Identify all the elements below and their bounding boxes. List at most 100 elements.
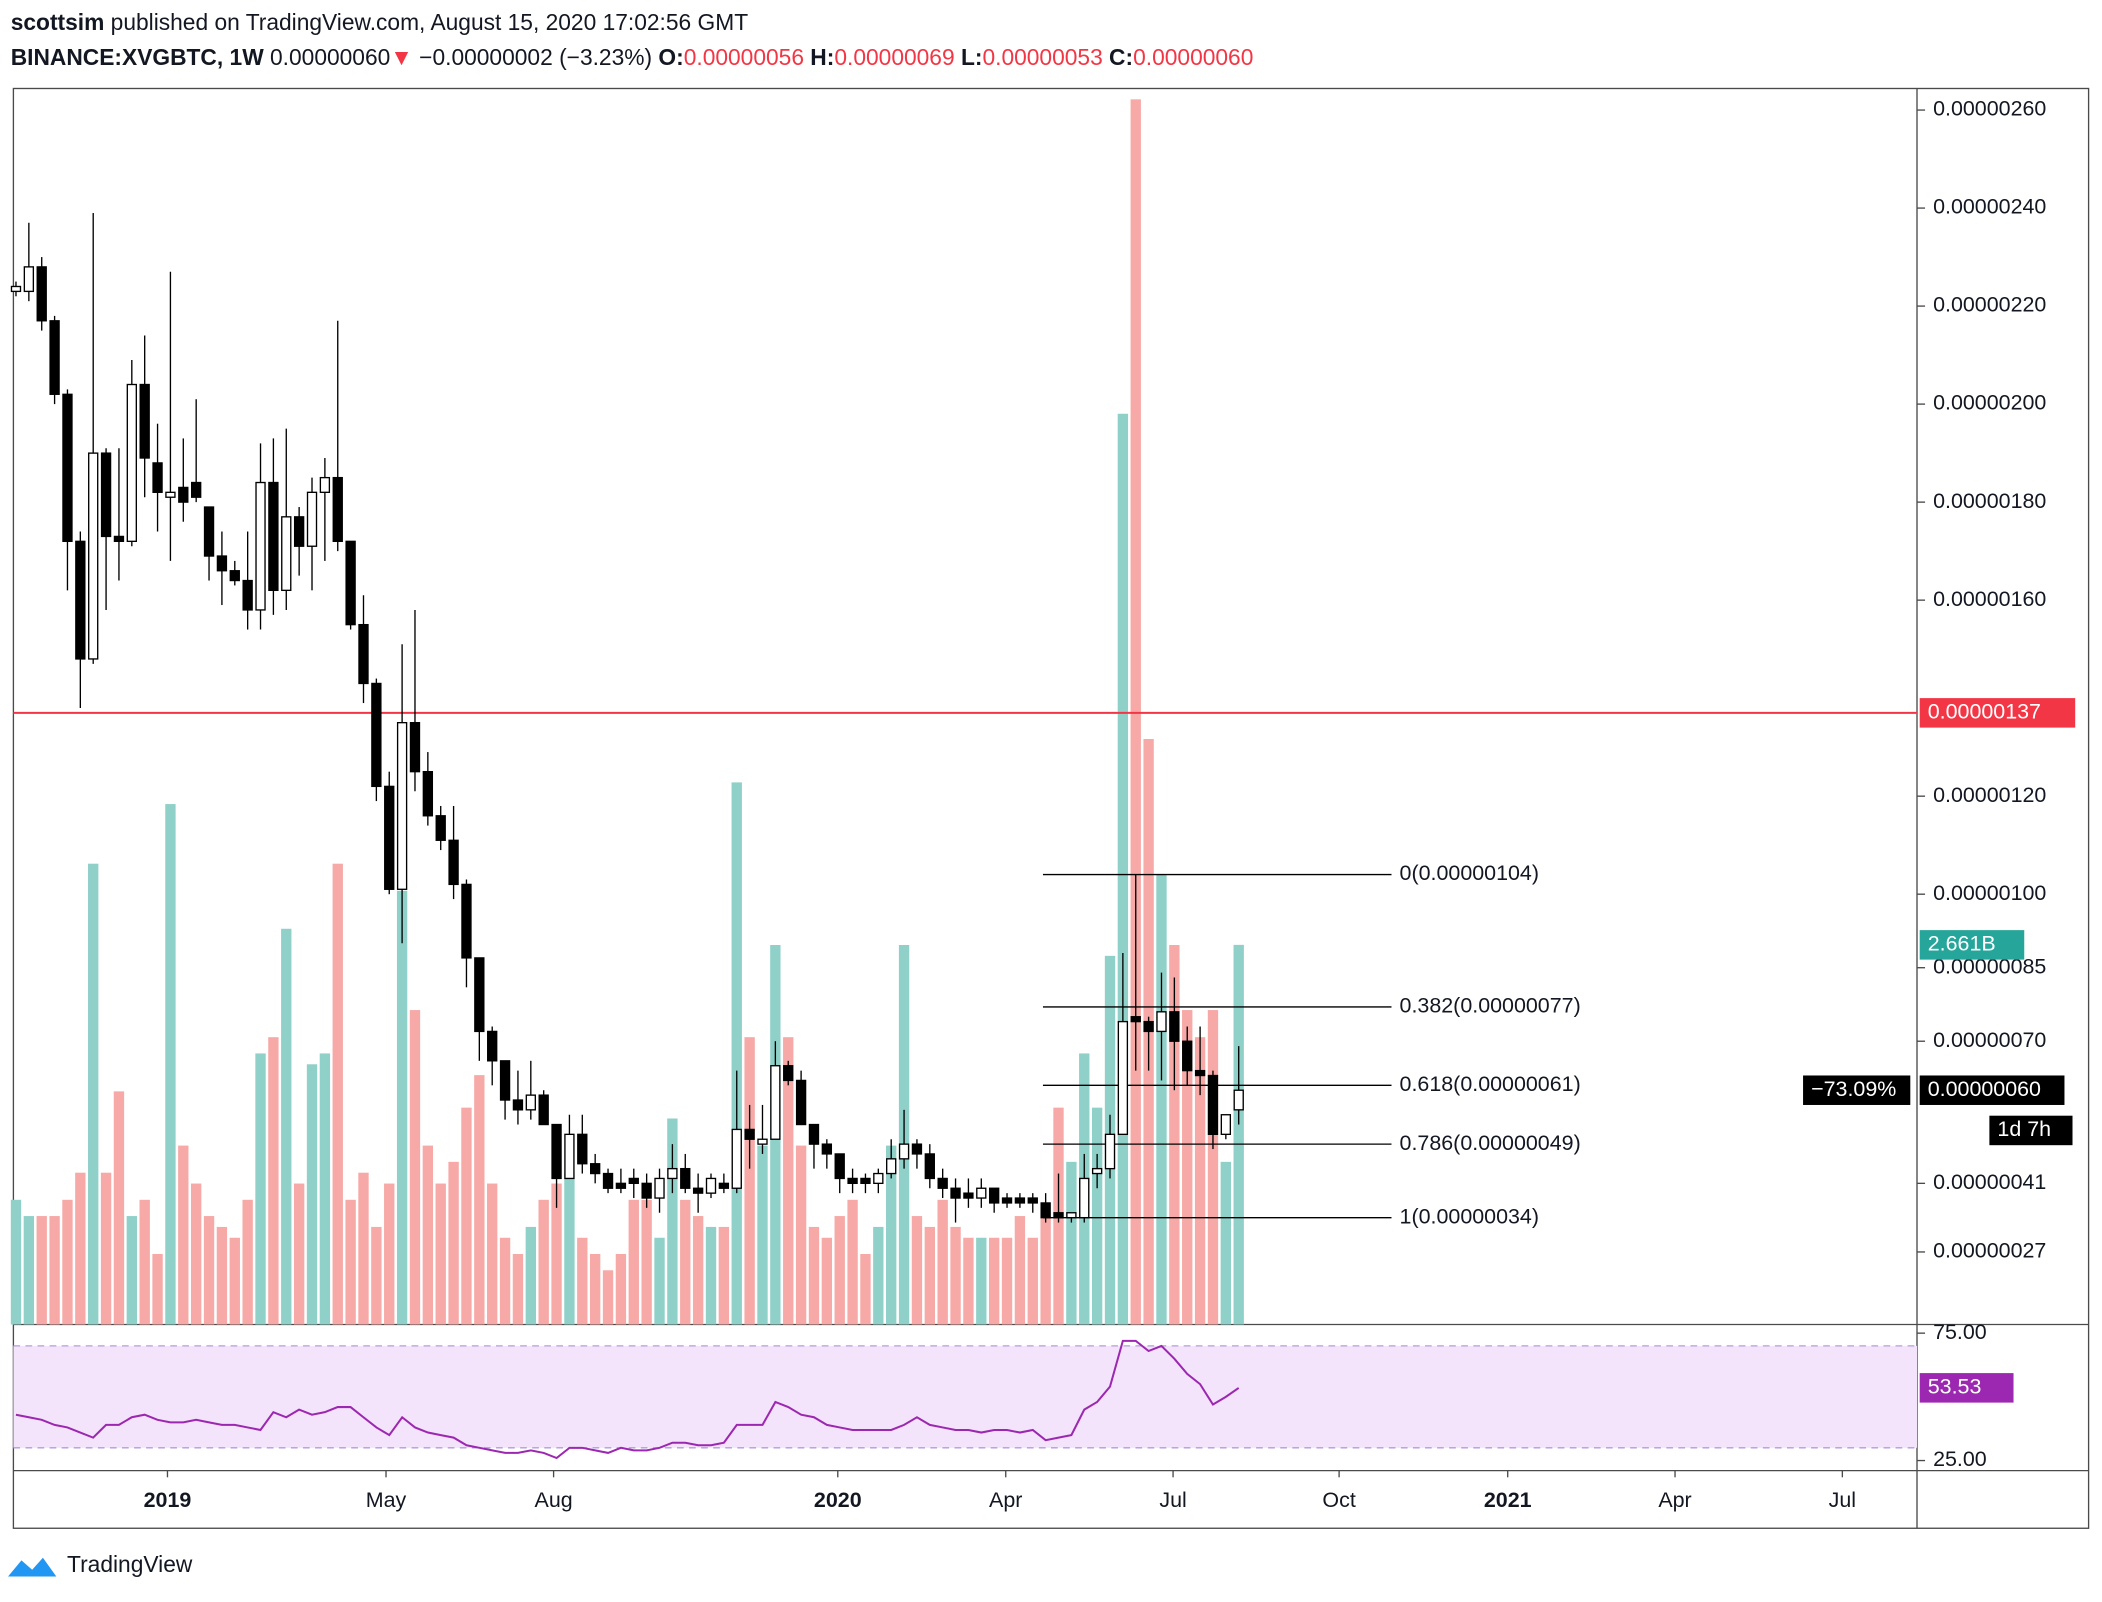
- volume-bar: [1207, 1010, 1219, 1325]
- volume-bar: [744, 1037, 755, 1325]
- volume-bar: [654, 1237, 665, 1325]
- candle-body: [1053, 1212, 1064, 1219]
- volume-bar: [1169, 945, 1180, 1325]
- volume-bar: [1117, 413, 1129, 1325]
- candle-body: [525, 1094, 536, 1111]
- rsi-label-box: [1919, 1373, 2014, 1403]
- candle-body: [49, 320, 60, 395]
- candle-body: [963, 1192, 974, 1199]
- volume-bar: [847, 1199, 858, 1325]
- volume-bar: [242, 1199, 253, 1325]
- candle-body: [1040, 1202, 1051, 1219]
- rsi-band: [13, 1345, 1918, 1448]
- x-tick-label: Aug: [535, 1488, 573, 1512]
- volume-label: 2.661B: [1928, 932, 1996, 956]
- y-tick-label: 0.00000240: [1933, 195, 2046, 219]
- volume-bar: [1233, 944, 1244, 1325]
- volume-bar: [409, 1010, 421, 1325]
- candle-body: [512, 1099, 524, 1111]
- volume-bar: [589, 1254, 601, 1325]
- volume-bar: [36, 1216, 47, 1325]
- candle-body: [371, 682, 382, 788]
- candle-body: [1130, 1016, 1141, 1023]
- volume-bar: [216, 1226, 228, 1325]
- volume-bar: [371, 1226, 382, 1325]
- candle-body: [409, 721, 421, 773]
- author[interactable]: scottsim: [11, 9, 105, 35]
- candle-body: [1220, 1114, 1232, 1136]
- last-price-label: 0.00000060: [1928, 1077, 2041, 1101]
- candle-body: [924, 1153, 935, 1180]
- candle-body: [911, 1143, 923, 1155]
- rsi-label: 53.53: [1928, 1375, 1982, 1399]
- change: −0.00000002 (−3.23%): [419, 44, 652, 70]
- fib-label: 1(0.00000034): [1400, 1204, 1539, 1228]
- candle-body: [139, 383, 150, 459]
- candle-body: [1207, 1074, 1219, 1136]
- candle-body: [203, 506, 215, 557]
- x-tick-label: Oct: [1322, 1488, 1355, 1512]
- candle-body: [628, 1177, 639, 1185]
- h-key: H:: [810, 44, 834, 70]
- candle-body: [242, 579, 253, 611]
- candle-body: [821, 1143, 833, 1155]
- volume-bar: [860, 1254, 871, 1325]
- logo-icon: [8, 1557, 57, 1577]
- candle-body: [602, 1172, 614, 1189]
- candle-body: [448, 839, 459, 886]
- volume-bar: [88, 863, 99, 1325]
- countdown-label-box: [1989, 1115, 2073, 1146]
- fib-label: 0.382(0.00000077): [1400, 994, 1581, 1018]
- candle-body: [873, 1172, 884, 1185]
- volume-bar: [834, 1216, 845, 1325]
- volume-bar: [332, 863, 343, 1325]
- candle-body: [692, 1187, 704, 1194]
- candle-body: [62, 393, 73, 543]
- y-tick-label: 0.00000027: [1933, 1239, 2046, 1263]
- candle-body: [178, 486, 189, 503]
- candle-body: [332, 476, 343, 543]
- candle-body: [255, 481, 266, 611]
- candle-body: [705, 1177, 717, 1194]
- candle-body: [306, 491, 318, 547]
- volume-bar: [873, 1226, 884, 1325]
- logo[interactable]: TradingView: [8, 1551, 193, 1577]
- candle-body: [268, 481, 279, 592]
- candle-body: [1182, 1040, 1193, 1072]
- volume-bar: [718, 1226, 730, 1325]
- volume-bar: [281, 928, 292, 1325]
- candle-body: [1169, 1011, 1180, 1042]
- rsi-tick-label: 25.00: [1933, 1447, 1987, 1471]
- volume-bar: [152, 1254, 163, 1325]
- volume-bar: [435, 1183, 446, 1325]
- volume-bar: [680, 1199, 691, 1325]
- fib-label: 0(0.00000104): [1400, 861, 1539, 885]
- published: published on TradingView.com, August 15,…: [104, 9, 748, 35]
- candle-body: [731, 1128, 742, 1189]
- resistance-label: 0.00000137: [1928, 700, 2041, 724]
- y-tick-label: 0.00000120: [1933, 783, 2046, 807]
- candle-body: [1143, 1020, 1154, 1033]
- candle-body: [358, 623, 369, 685]
- volume-bar: [988, 1237, 1000, 1325]
- x-tick-label: May: [366, 1488, 407, 1512]
- candle-body: [834, 1153, 845, 1180]
- candle-body: [165, 491, 176, 498]
- y-tick-label: 0.00000220: [1933, 293, 2046, 317]
- y-tick-label: 0.00000100: [1933, 881, 2046, 905]
- volume-bar: [229, 1237, 240, 1325]
- y-tick-label: 0.00000180: [1933, 489, 2046, 513]
- candle-body: [718, 1182, 730, 1189]
- candle-body: [319, 476, 331, 493]
- volume-bar: [1066, 1161, 1077, 1325]
- volume-bar: [924, 1226, 935, 1325]
- volume-bar: [795, 1145, 807, 1325]
- volume-bar: [461, 1107, 472, 1325]
- rsi-line: [15, 1339, 1240, 1460]
- candle-body: [1233, 1089, 1244, 1111]
- volume-bar: [100, 1172, 112, 1325]
- price: 0.00000060: [270, 44, 390, 70]
- candle-body: [422, 771, 434, 817]
- candle-body: [435, 815, 446, 841]
